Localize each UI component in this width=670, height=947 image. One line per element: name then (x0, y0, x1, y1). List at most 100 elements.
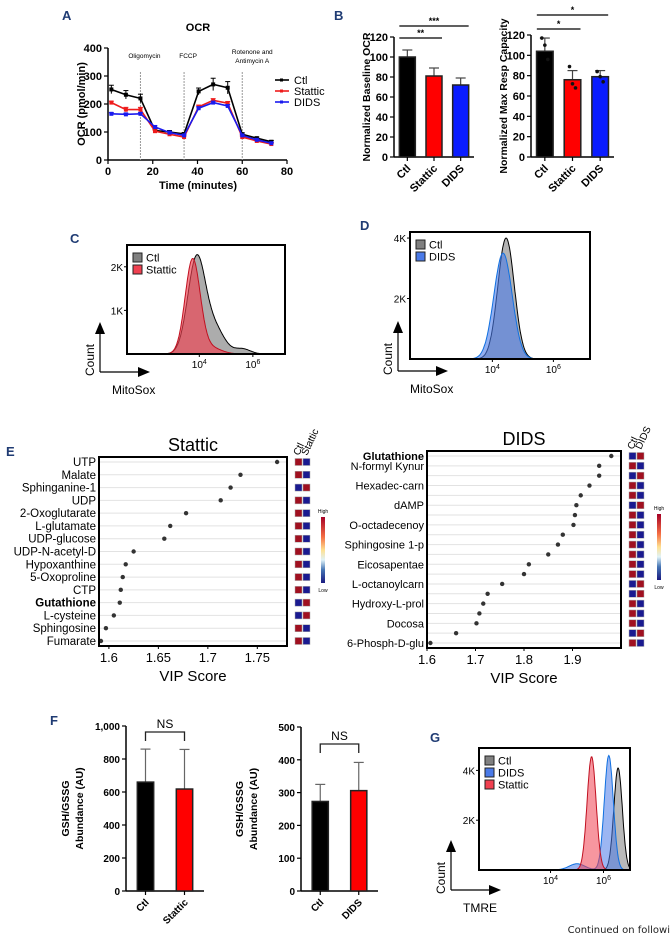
vip-point (587, 483, 592, 488)
vip-point (481, 601, 486, 606)
y-tick-label: 0 (519, 152, 525, 164)
vip-point (485, 591, 490, 596)
metabolite-label: Malate (61, 470, 96, 482)
replicate-point (567, 64, 572, 69)
y-tick-label: 100 (507, 50, 525, 62)
legend-label: DIDS (429, 252, 455, 264)
vip-point (168, 523, 173, 529)
data-point (225, 101, 230, 106)
data-point (123, 107, 128, 112)
heatmap-column-label: Ctl (292, 442, 307, 458)
y-axis-label: Normalized Max Resp Capacity (498, 18, 510, 173)
vip-point (526, 562, 532, 567)
metabolite-label: 5-Oxoproline (30, 572, 96, 584)
count-arrowhead (446, 840, 456, 852)
bar-dids (451, 84, 470, 158)
heatmap-cell (636, 511, 645, 519)
metabolite-label: Sphinganine-1 (22, 483, 96, 495)
metabolite-label: UDP-glucose (28, 534, 96, 546)
vip-point (111, 613, 117, 618)
y-tick-label: 200 (103, 854, 120, 865)
x-tick-label: Stattic (161, 897, 191, 927)
plot-frame (126, 244, 286, 355)
data-point (152, 124, 157, 129)
vip-point (123, 562, 128, 567)
y-tick-label: 0 (114, 887, 120, 898)
y-tick-label: 300 (84, 71, 102, 83)
continued-footer: Continued on followi (567, 925, 670, 936)
heatmap-cell (636, 521, 645, 529)
replicate-point (601, 79, 605, 84)
heatmap-cell (636, 560, 645, 569)
heatmap-cell (628, 530, 637, 539)
data-point (109, 100, 114, 105)
injection-label: Rotenone and (232, 49, 273, 56)
data-point (152, 129, 157, 134)
x-tick-label: 1.65 (146, 650, 171, 665)
metabolite-label: dAMP (394, 500, 424, 512)
data-point (225, 85, 230, 90)
heatmap-cell (628, 521, 637, 529)
data-point (211, 82, 216, 87)
heatmap-column-label: Ctl (626, 436, 641, 452)
significance-label: NS (331, 729, 348, 743)
heatmap-cell (628, 639, 637, 647)
panel-letter-a: A (62, 8, 72, 23)
histogram-dids (410, 252, 590, 360)
significance-bracket (319, 743, 360, 753)
metabolite-label: L-cysteine (44, 610, 96, 622)
chart-title: DIDS (502, 429, 545, 449)
x-axis-label: VIP Score (490, 670, 557, 687)
significance-bracket (144, 731, 186, 741)
legend-swatch (484, 779, 495, 790)
count-arrowhead (393, 321, 403, 333)
x-tick-label: 1.7 (199, 650, 217, 665)
x-tick-label: DIDS (440, 163, 467, 190)
heatmap-cell (628, 580, 637, 588)
vip-point (578, 493, 583, 498)
y-tick-label: 600 (103, 788, 120, 799)
heatmap-cell (636, 609, 645, 618)
y-tick-label: 20 (376, 132, 388, 144)
y-axis-label: GSH/GSSG (60, 780, 72, 836)
heatmap-cell (294, 483, 303, 492)
y-tick-label: 60 (376, 92, 388, 104)
legend-swatch (484, 755, 495, 766)
heatmap-cell (636, 491, 645, 500)
heatmap-cell (302, 471, 311, 479)
data-point (138, 111, 143, 116)
vip-point (499, 581, 505, 587)
y-axis-label: GSH/GSSG (234, 781, 246, 837)
vip-point (521, 571, 527, 577)
metabolite-label: O-octadecenoy (349, 520, 424, 532)
y-tick-label: 300 (278, 789, 295, 800)
y-tick-label: 500 (278, 723, 295, 734)
heatmap-cell (628, 560, 637, 569)
y-axis-label: Abundance (AU) (74, 767, 86, 849)
replicate-point (540, 36, 544, 40)
data-point (211, 100, 216, 105)
bar-ctl (535, 50, 554, 158)
heatmap-column-label: DIDS (634, 425, 654, 452)
x-tick-label: 1.6 (418, 652, 436, 667)
y-tick-label: 1K (111, 306, 124, 317)
heatmap-cell (294, 547, 303, 556)
legend-label: Ctl (146, 253, 159, 265)
x-arrowhead (436, 366, 448, 376)
vip-point (120, 574, 125, 580)
heatmap-cell (636, 462, 645, 470)
legend-marker (280, 89, 283, 93)
legend-label: Stattic (294, 86, 325, 98)
heatmap-cell (294, 611, 303, 620)
x-axis-label: Time (minutes) (159, 180, 237, 192)
y-tick-label: 20 (513, 132, 525, 144)
x-tick-label: 80 (281, 166, 293, 178)
bar-dids (591, 75, 610, 158)
vip-point (131, 549, 136, 554)
heatmap-cell (302, 547, 311, 556)
x-tick-label: Ctl (309, 897, 326, 914)
heatmap-cell (294, 637, 303, 645)
metabolite-label: Eicosapentae (357, 559, 424, 571)
